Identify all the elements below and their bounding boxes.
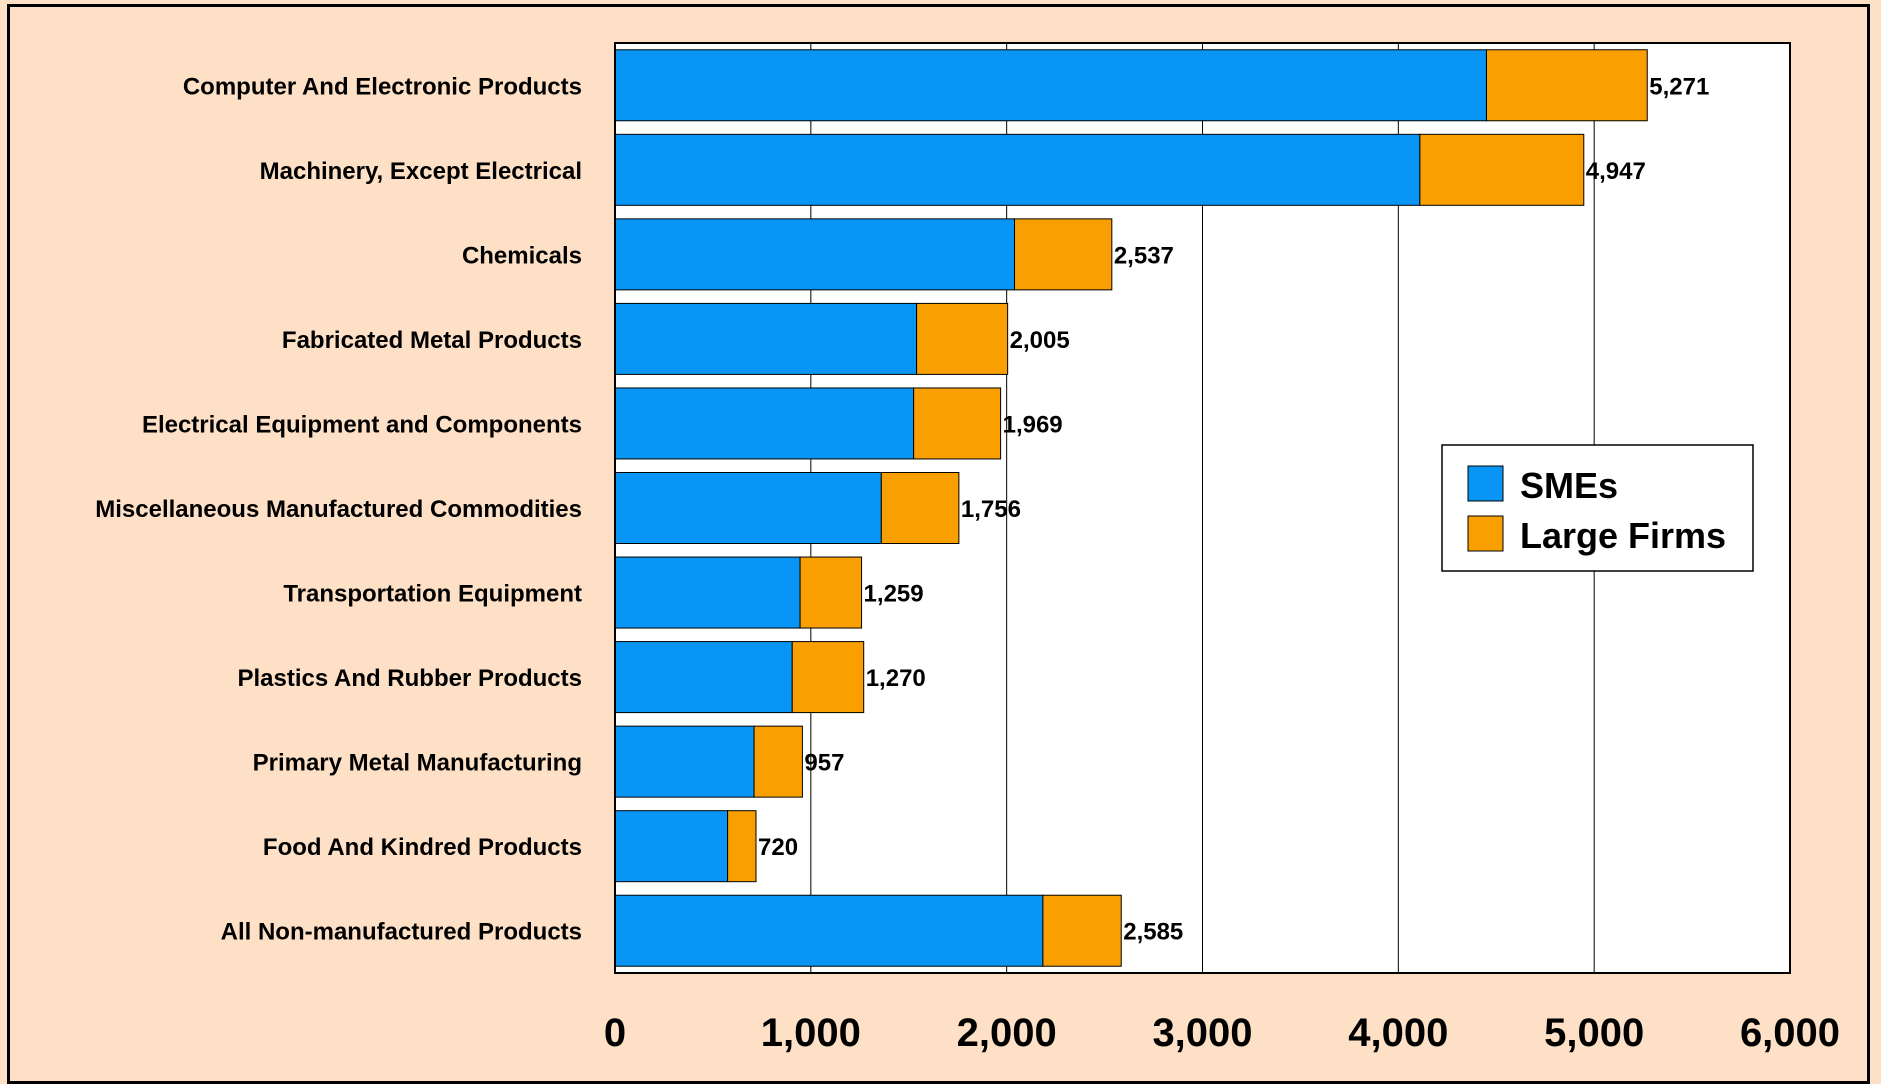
category-label: Computer And Electronic Products	[183, 73, 582, 100]
x-tick-label: 1,000	[761, 1011, 861, 1055]
category-label: Chemicals	[462, 242, 582, 269]
category-label: Fabricated Metal Products	[282, 327, 582, 354]
total-value-label: 1,270	[866, 665, 926, 692]
category-label: Food And Kindred Products	[263, 834, 582, 861]
bar-segment-large-firms	[916, 302, 1009, 375]
bar-segment-smes	[614, 894, 1044, 967]
bar-segment-large-firms	[799, 556, 863, 629]
legend-label-smes: SMEs	[1520, 465, 1618, 506]
bar-segment-smes	[614, 49, 1487, 122]
total-value-label: 2,585	[1123, 919, 1183, 946]
x-tick-label: 2,000	[957, 1011, 1057, 1055]
bar-segment-large-firms	[753, 725, 803, 798]
category-label: Miscellaneous Manufactured Commodities	[95, 496, 582, 523]
category-label: Primary Metal Manufacturing	[253, 750, 582, 777]
bar-segment-smes	[614, 472, 882, 544]
bar-segment-smes	[614, 387, 915, 460]
x-tick-label: 0	[604, 1011, 626, 1055]
total-value-label: 1,259	[864, 581, 924, 608]
total-value-label: 2,537	[1114, 242, 1174, 269]
bar-segment-large-firms	[1042, 894, 1122, 967]
bar-segment-smes	[614, 725, 755, 798]
bar-segment-large-firms	[791, 641, 865, 714]
total-value-label: 1,756	[961, 496, 1021, 523]
total-value-label: 4,947	[1586, 158, 1646, 185]
bar-segment-large-firms	[1485, 49, 1648, 122]
legend-swatch-large-firms	[1467, 515, 1504, 552]
bar-segment-smes	[614, 218, 1015, 291]
plot-border	[614, 42, 1791, 974]
bar-segment-large-firms	[880, 472, 960, 544]
bars	[614, 49, 1648, 967]
category-label: Plastics And Rubber Products	[237, 665, 582, 692]
bar-segment-large-firms	[1014, 218, 1113, 291]
bar-segment-smes	[614, 641, 793, 714]
bar-segment-smes	[614, 556, 801, 629]
bar-segment-large-firms	[727, 810, 757, 883]
category-labels: Computer And Electronic Products Machiner…	[95, 73, 582, 945]
bar-segment-smes	[614, 810, 729, 883]
total-value-label: 957	[804, 750, 844, 777]
category-label: Transportation Equipment	[283, 581, 582, 608]
x-tick-label: 5,000	[1544, 1011, 1644, 1055]
total-value-label: 5,271	[1649, 73, 1709, 100]
bar-segment-smes	[614, 133, 1421, 206]
legend: SMEs Large Firms	[1441, 444, 1754, 572]
bar-segment-large-firms	[913, 387, 1002, 460]
category-label: Electrical Equipment and Components	[142, 411, 582, 438]
x-tick-label: 3,000	[1152, 1011, 1252, 1055]
total-value-label: 1,969	[1003, 411, 1063, 438]
category-label: Machinery, Except Electrical	[260, 158, 582, 185]
total-value-label: 2,005	[1010, 327, 1070, 354]
legend-swatch-smes	[1467, 465, 1504, 502]
x-tick-label: 6,000	[1740, 1011, 1840, 1055]
bar-segment-large-firms	[1419, 133, 1585, 206]
x-tick-label: 4,000	[1348, 1011, 1448, 1055]
bar-segment-smes	[614, 302, 918, 375]
total-value-label: 720	[758, 834, 798, 861]
category-label: All Non-manufactured Products	[221, 919, 582, 946]
x-tick-labels: 0 1,000 2,000 3,000 4,000 5,000 6,000	[604, 1011, 1840, 1055]
legend-label-large-firms: Large Firms	[1520, 515, 1726, 556]
total-labels: 5,271 4,947 2,537 2,005 1,969 1,756 1,259 1,270…	[758, 73, 1709, 945]
